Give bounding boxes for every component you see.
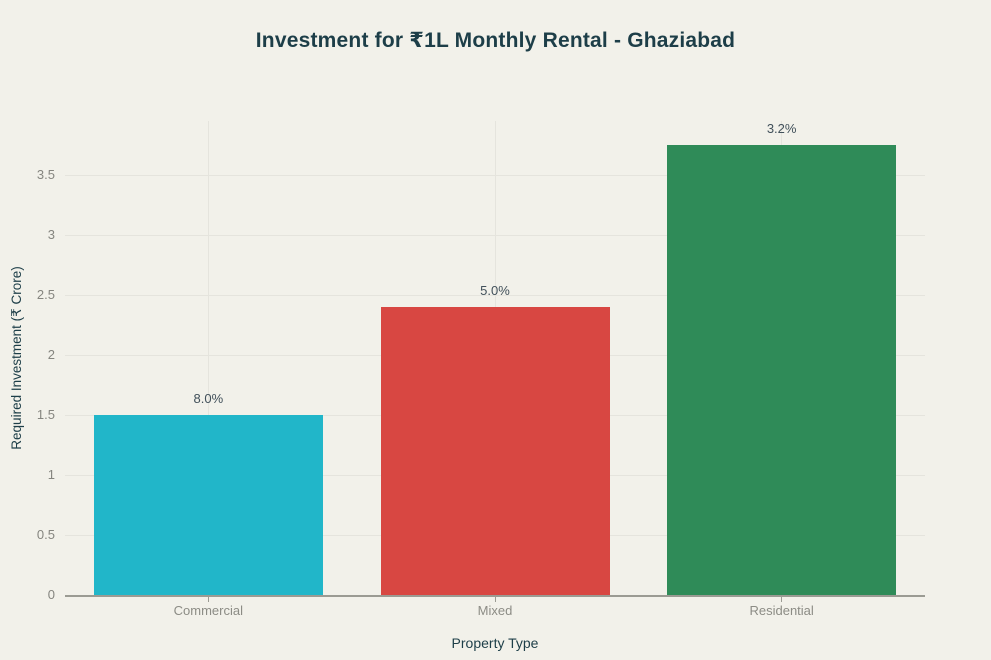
horizontal-gridline	[65, 294, 925, 296]
y-tick-label: 2	[47, 347, 55, 362]
bar-residential	[667, 145, 896, 595]
y-tick-label: 3.5	[36, 167, 55, 182]
y-tick-label: 1	[47, 467, 55, 482]
y-tick-label: 3	[47, 227, 55, 242]
x-category-label: Mixed	[477, 603, 513, 618]
x-category-label: Commercial	[173, 603, 243, 618]
x-tick-mark	[781, 597, 783, 602]
y-tick-label: 2.5	[36, 287, 55, 302]
x-tick-mark	[494, 597, 496, 602]
bar-value-label: 3.2%	[766, 121, 797, 136]
bar-value-label: 5.0%	[480, 283, 510, 298]
x-axis-title: Property Type	[451, 635, 539, 651]
vertical-gridline	[207, 121, 209, 595]
bar-mixed	[381, 307, 610, 595]
bar-value-label: 8.0%	[193, 391, 224, 406]
x-axis-line	[65, 595, 925, 597]
x-tick-mark	[207, 597, 209, 602]
x-category-label: Residential	[749, 603, 814, 618]
bar-commercial	[94, 415, 323, 595]
horizontal-gridline	[65, 174, 925, 176]
y-tick-label: 1.5	[36, 407, 55, 422]
chart-title: Investment for ₹1L Monthly Rental - Ghaz…	[255, 29, 736, 52]
y-tick-label: 0	[47, 587, 55, 602]
horizontal-gridline	[65, 234, 925, 236]
y-tick-label: 0.5	[36, 527, 55, 542]
